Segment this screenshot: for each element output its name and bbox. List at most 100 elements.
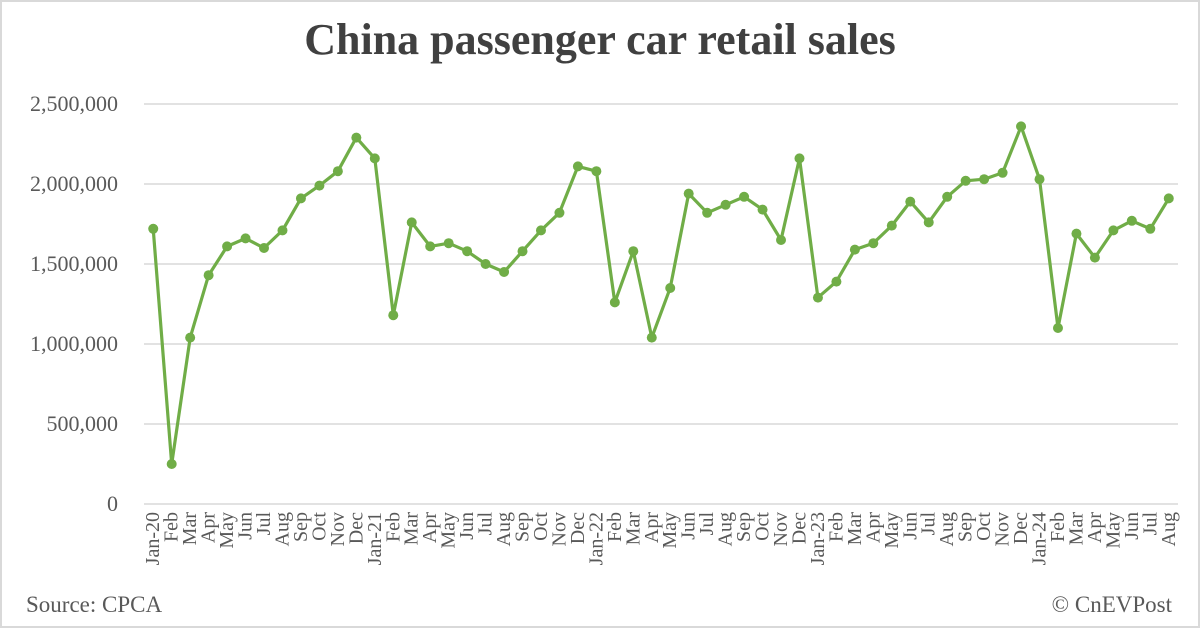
y-tick-label: 2,500,000 [30,91,118,116]
data-point [628,246,639,257]
data-point [702,207,713,218]
data-point [554,207,565,218]
data-point [406,217,417,228]
data-point [1126,215,1137,226]
x-tick-label: Aug [493,512,515,546]
x-tick-label: Jan-21 [364,512,386,565]
x-tick-label: Sep [512,512,534,542]
x-tick-label: Apr [419,512,441,543]
x-tick-label: May [659,512,681,549]
data-point [517,246,528,257]
x-tick-label: Oct [752,512,774,541]
data-point [1089,252,1100,263]
data-point [1034,174,1045,185]
data-point [535,225,546,236]
data-point [443,238,454,249]
x-tick-label: Feb [161,512,183,542]
x-tick-label: Feb [382,512,404,542]
x-tick-label: Apr [198,512,220,543]
data-point [960,175,971,186]
x-tick-label: Dec [788,512,810,544]
data-point [886,220,897,231]
data-point [148,223,159,234]
data-point [314,180,325,191]
x-tick-label: Jun [456,512,478,540]
x-tick-label: Sep [955,512,977,542]
data-point [572,161,583,172]
x-tick-label: Mar [622,512,644,546]
data-point [1016,121,1027,132]
x-tick-label: Jan-23 [807,512,829,565]
x-tick-label: Dec [1010,512,1032,544]
x-tick-label: Nov [548,512,570,546]
data-point [868,238,879,249]
data-point [166,459,177,469]
data-point [185,332,196,343]
data-point [388,310,399,321]
data-point [979,174,990,185]
data-point [1052,323,1063,333]
data-point [739,191,750,202]
data-point [277,225,288,236]
x-tick-label: Nov [327,512,349,546]
y-tick-label: 2,000,000 [30,171,118,196]
data-point [1145,223,1156,234]
x-tick-label: Jul [475,512,497,536]
data-point [1163,193,1174,204]
y-tick-label: 0 [107,491,118,516]
x-tick-label: Feb [825,512,847,542]
data-point [720,199,731,210]
x-tick-label: Sep [290,512,312,542]
data-point [369,153,380,164]
data-point [480,259,491,269]
x-tick-label: Jul [1139,512,1161,536]
x-tick-label: Jun [1121,512,1143,540]
x-tick-label: Jul [253,512,275,536]
x-tick-label: Apr [641,512,663,543]
data-point [905,196,916,207]
data-point [831,276,842,287]
x-tick-label: Mar [401,512,423,546]
y-tick-label: 500,000 [47,411,119,436]
x-tick-label: Aug [1158,512,1180,546]
data-point [240,233,251,244]
x-tick-label: May [1102,512,1124,549]
data-point [997,167,1008,178]
data-point [259,243,270,253]
x-tick-label: Dec [567,512,589,544]
data-point [1108,225,1119,236]
data-point [499,267,510,277]
y-axis-labels: 0 500,000 1,000,000 1,500,000 2,000,000 2,500… [30,91,118,516]
x-tick-label: Oct [973,512,995,541]
data-point [794,153,805,164]
x-tick-label: Jun [899,512,921,540]
data-point [462,246,473,257]
x-tick-label: Aug [936,512,958,546]
chart-title: China passenger car retail sales [304,15,896,64]
data-point [812,292,823,303]
data-markers [148,121,1174,469]
x-tick-label: Feb [604,512,626,542]
x-tick-label: Nov [992,512,1014,546]
x-axis-labels: Jan-20FebMarAprMayJunJulAugSepOctNovDecJ… [142,512,1180,566]
x-tick-label: Oct [530,512,552,541]
x-tick-label: Aug [715,512,737,546]
data-point [942,191,953,202]
data-point [757,204,768,215]
x-tick-label: Aug [271,512,293,546]
data-point [425,241,436,252]
data-point [923,217,934,228]
x-tick-label: Sep [733,512,755,542]
x-tick-label: Feb [1047,512,1069,542]
x-tick-label: Mar [844,512,866,546]
x-tick-label: May [216,512,238,549]
data-point [332,166,343,177]
source-label: Source: CPCA [26,592,163,617]
data-point [222,241,233,252]
data-point [295,193,306,204]
data-point [665,283,676,293]
data-point [849,244,860,255]
x-tick-label: Jan-20 [142,512,164,565]
data-point [591,166,602,177]
gridlines [144,103,1178,505]
